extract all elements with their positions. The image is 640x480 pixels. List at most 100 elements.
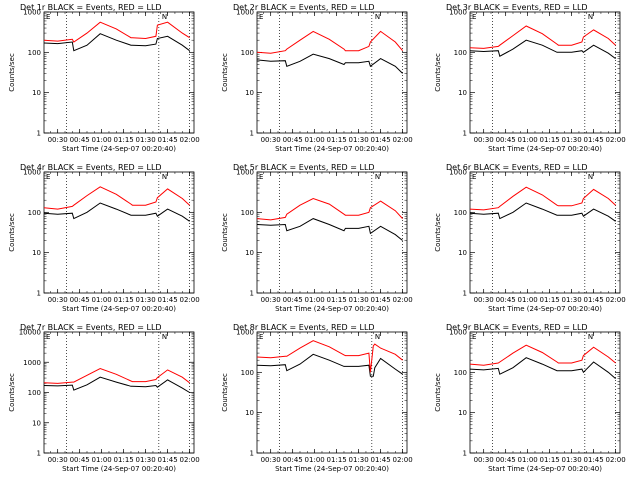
y-axis-label: Counts/sec [221,213,229,252]
x-tick-label: 02:00 [606,456,626,464]
y-tick-label: 1000 [449,329,467,337]
y-tick-label: 100 [241,369,254,377]
y-tick-label: 1 [250,450,254,458]
x-tick-label: 00:45 [496,136,516,144]
events-series-line [469,39,616,60]
y-tick-label: 10 [245,409,254,417]
marker-label: N [375,333,380,341]
marker-label: N [162,333,167,341]
y-tick-label: 1 [37,130,41,138]
x-tick-label: 00:45 [283,136,303,144]
chart-svg: Det 7r BLACK = Events, RED = LLD 1 10 100 10… [8,323,200,473]
marker-label: N [162,13,167,21]
y-axis-label: Counts/sec [434,53,442,92]
chart-panel: Det 9r BLACK = Events, RED = LLD 1 10 100 10… [426,320,639,480]
x-tick-label: 01:15 [327,456,347,464]
x-tick-label: 00:45 [70,136,90,144]
x-tick-label: 01:15 [114,456,134,464]
x-axis-label: Start Time (24-Sep-07 00:20:40) [488,305,602,313]
marker-label: E [472,333,476,341]
x-tick-label: 00:30 [261,296,281,304]
x-tick-label: 02:00 [180,456,200,464]
x-tick-label: 01:00 [92,456,112,464]
lld-series-line [43,367,190,384]
x-tick-label: 01:45 [158,296,178,304]
y-tick-label: 1000 [23,169,41,177]
chart-svg: Det 2r BLACK = Events, RED = LLD 1 10 100 10… [221,3,413,153]
x-tick-label: 00:30 [261,136,281,144]
plot-frame [256,331,408,454]
y-tick-label: 10 [458,89,467,97]
x-tick-label: 01:30 [136,296,156,304]
chart-title: Det 2r BLACK = Events, RED = LLD [233,3,375,12]
chart-title: Det 5r BLACK = Events, RED = LLD [233,163,375,172]
x-tick-label: 01:45 [158,456,178,464]
plot-frame [256,11,408,134]
chart-svg: Det 1r BLACK = Events, RED = LLD 1 10 100 10… [8,3,200,153]
marker-label: N [375,13,380,21]
lld-series-line [256,30,403,54]
x-tick-label: 00:30 [261,456,281,464]
x-tick-label: 01:15 [327,136,347,144]
x-tick-label: 02:00 [393,456,413,464]
chart-svg: Det 5r BLACK = Events, RED = LLD 1 10 100 10… [221,163,413,313]
y-tick-label: 100 [454,369,467,377]
chart-svg: Det 6r BLACK = Events, RED = LLD 1 10 100 10… [434,163,626,313]
y-axis-label: Counts/sec [8,373,16,412]
y-tick-label: 1 [250,130,254,138]
lld-series-line [256,340,403,373]
y-axis-label: Counts/sec [8,213,16,252]
x-tick-label: 00:45 [70,296,90,304]
marker-label: E [472,13,476,21]
chart-title: Det 4r BLACK = Events, RED = LLD [20,163,162,172]
chart-svg: Det 8r BLACK = Events, RED = LLD 1 10 100 10… [221,323,413,473]
events-series-line [469,202,616,222]
chart-title: Det 9r BLACK = Events, RED = LLD [446,323,588,332]
lld-series-line [469,344,616,366]
y-axis-label: Counts/sec [221,373,229,412]
y-tick-label: 1 [37,290,41,298]
y-tick-label: 1 [250,290,254,298]
x-tick-label: 01:30 [349,456,369,464]
x-tick-label: 00:45 [496,456,516,464]
x-tick-label: 01:15 [540,296,560,304]
chart-panel: Det 6r BLACK = Events, RED = LLD 1 10 100 10… [426,160,639,320]
plot-frame [469,331,621,454]
y-tick-label: 100 [241,209,254,217]
chart-panel: Det 1r BLACK = Events, RED = LLD 1 10 100 10… [0,0,213,160]
y-tick-label: 1000 [236,329,254,337]
x-tick-label: 01:30 [562,456,582,464]
x-tick-label: 01:15 [114,136,134,144]
x-tick-label: 01:45 [371,456,391,464]
x-tick-label: 01:00 [305,136,325,144]
events-series-line [469,357,616,379]
x-tick-label: 01:00 [305,296,325,304]
x-tick-label: 01:45 [584,296,604,304]
x-tick-label: 02:00 [393,136,413,144]
chart-title: Det 1r BLACK = Events, RED = LLD [20,3,162,12]
x-tick-label: 00:30 [48,296,68,304]
y-axis-label: Counts/sec [221,53,229,92]
x-tick-label: 01:00 [518,296,538,304]
chart-panel: Det 7r BLACK = Events, RED = LLD 1 10 100 10… [0,320,213,480]
x-tick-label: 01:00 [92,296,112,304]
marker-label: N [375,173,380,181]
x-tick-label: 02:00 [393,296,413,304]
events-series-line [43,376,190,393]
y-axis-label: Counts/sec [434,373,442,412]
plot-frame [43,171,195,294]
events-series-line [256,353,403,377]
chart-panel: Det 2r BLACK = Events, RED = LLD 1 10 100 10… [213,0,426,160]
x-tick-label: 02:00 [606,296,626,304]
x-axis-label: Start Time (24-Sep-07 00:20:40) [275,145,389,153]
marker-label: E [259,173,263,181]
x-tick-label: 01:30 [562,296,582,304]
events-series-line [256,53,403,74]
x-axis-label: Start Time (24-Sep-07 00:20:40) [488,145,602,153]
x-tick-label: 01:15 [327,296,347,304]
plot-frame [43,11,195,134]
chart-panel: Det 8r BLACK = Events, RED = LLD 1 10 100 10… [213,320,426,480]
lld-series-line [469,186,616,211]
x-tick-label: 00:30 [474,456,494,464]
x-tick-label: 01:45 [371,136,391,144]
